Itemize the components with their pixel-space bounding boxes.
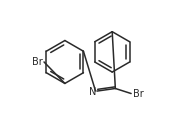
Text: N: N <box>89 87 97 97</box>
Text: Br: Br <box>133 89 144 99</box>
Text: Br: Br <box>32 57 43 67</box>
